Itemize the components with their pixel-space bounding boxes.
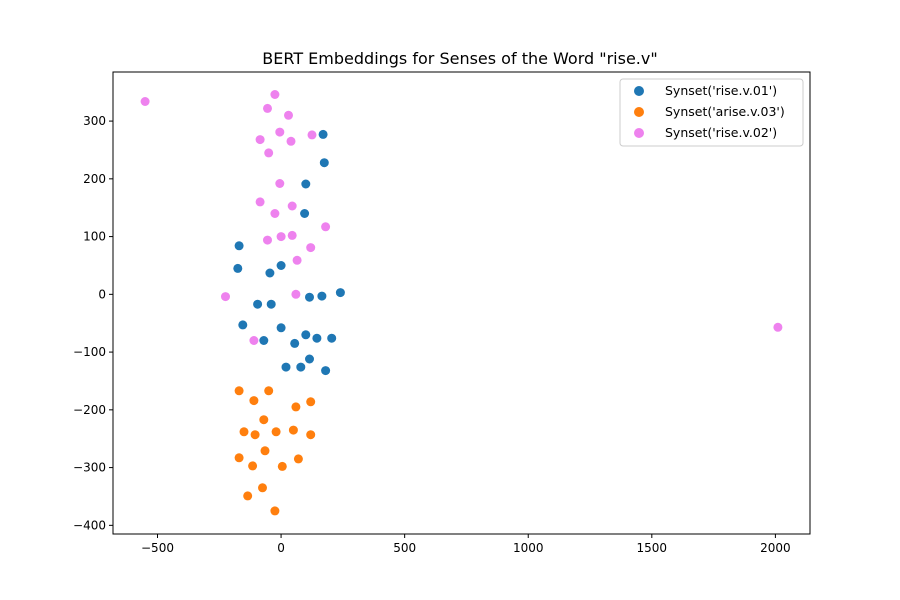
legend-entry: Synset('rise.v.01') bbox=[634, 83, 777, 98]
data-point-series-2 bbox=[275, 179, 285, 188]
data-point-series-2 bbox=[276, 232, 286, 242]
data-point-series-2 bbox=[286, 136, 296, 146]
legend-entry: Synset('rise.v.02') bbox=[634, 125, 777, 140]
data-point-series-0 bbox=[259, 336, 269, 345]
data-point-series-1 bbox=[260, 446, 270, 456]
data-point-series-1 bbox=[306, 397, 316, 407]
data-point-series-1 bbox=[248, 461, 258, 471]
data-point-series-0 bbox=[305, 292, 314, 302]
data-point-series-0 bbox=[290, 338, 300, 348]
y-tick-label: 0 bbox=[98, 287, 106, 301]
legend-entry: Synset('arise.v.03') bbox=[634, 104, 785, 119]
data-point-series-0 bbox=[234, 241, 244, 251]
data-point-series-2 bbox=[264, 148, 274, 158]
plot-area-frame bbox=[112, 71, 811, 535]
data-point-series-1 bbox=[234, 386, 244, 396]
data-point-series-0 bbox=[305, 354, 314, 364]
data-point-series-0 bbox=[281, 362, 291, 372]
data-point-series-0 bbox=[312, 333, 322, 343]
data-point-series-0 bbox=[266, 299, 276, 309]
data-point-series-2 bbox=[291, 289, 301, 299]
data-point-series-1 bbox=[239, 427, 249, 437]
data-point-series-0 bbox=[301, 330, 311, 340]
data-point-series-1 bbox=[306, 430, 316, 440]
legend-label-arise-v03: Synset('arise.v.03') bbox=[665, 104, 785, 119]
data-point-series-2 bbox=[321, 222, 331, 232]
data-point-series-2 bbox=[255, 197, 265, 207]
data-point-series-2 bbox=[140, 97, 150, 106]
y-tick-label: −100 bbox=[73, 345, 106, 359]
data-point-series-0 bbox=[327, 333, 337, 343]
data-point-series-0 bbox=[238, 320, 248, 330]
data-point-series-2 bbox=[773, 322, 783, 332]
data-point-series-0 bbox=[318, 129, 328, 139]
data-point-series-1 bbox=[288, 425, 298, 435]
y-tick-label: −400 bbox=[73, 518, 106, 532]
data-point-series-0 bbox=[265, 268, 275, 278]
legend-label-rise-v01: Synset('rise.v.01') bbox=[665, 83, 777, 98]
data-point-series-1 bbox=[293, 454, 303, 464]
legend-box bbox=[619, 78, 804, 147]
data-point-series-1 bbox=[234, 453, 244, 463]
data-point-series-0 bbox=[335, 288, 345, 298]
data-point-series-1 bbox=[270, 506, 280, 516]
x-tick-label: −500 bbox=[141, 541, 174, 555]
legend-marker-rise-v01 bbox=[634, 86, 644, 96]
data-point-series-2 bbox=[221, 292, 230, 302]
legend-marker-arise-v03 bbox=[634, 107, 644, 117]
data-point-series-1 bbox=[277, 461, 287, 471]
data-point-series-0 bbox=[276, 261, 286, 270]
data-point-series-0 bbox=[301, 179, 311, 189]
y-tick-label: 300 bbox=[83, 114, 106, 128]
y-axis: −400 −300 −200 −100 0 100 200 300 bbox=[73, 114, 113, 532]
chart-title: BERT Embeddings for Senses of the Word "… bbox=[262, 49, 657, 68]
data-point-series-2 bbox=[307, 130, 317, 140]
data-point-series-2 bbox=[292, 255, 302, 265]
data-point-series-2 bbox=[249, 336, 259, 345]
data-point-series-1 bbox=[259, 415, 269, 425]
x-tick-label: 1500 bbox=[637, 541, 668, 555]
legend: Synset('rise.v.01') Synset('arise.v.03')… bbox=[619, 78, 804, 147]
data-point-series-1 bbox=[258, 483, 267, 493]
data-point-series-1 bbox=[243, 491, 253, 501]
data-point-series-1 bbox=[250, 430, 260, 440]
data-point-series-0 bbox=[253, 299, 263, 309]
y-tick-label: −200 bbox=[73, 403, 106, 417]
data-point-series-2 bbox=[287, 230, 297, 240]
y-tick-label: 200 bbox=[83, 172, 106, 186]
data-point-series-1 bbox=[264, 386, 274, 396]
data-points bbox=[140, 90, 783, 516]
data-point-series-0 bbox=[317, 291, 327, 301]
data-point-series-2 bbox=[270, 90, 280, 99]
data-point-series-0 bbox=[276, 323, 286, 333]
x-tick-label: 500 bbox=[393, 541, 416, 555]
data-point-series-2 bbox=[306, 243, 316, 253]
y-tick-label: 100 bbox=[83, 230, 106, 244]
data-point-series-1 bbox=[291, 402, 301, 412]
data-point-series-0 bbox=[296, 362, 306, 372]
x-tick-label: 2000 bbox=[760, 541, 791, 555]
legend-marker-rise-v02 bbox=[634, 128, 644, 138]
x-tick-label: 1000 bbox=[513, 541, 544, 555]
x-tick-label: 0 bbox=[277, 541, 285, 555]
data-point-series-2 bbox=[275, 127, 285, 137]
data-point-series-1 bbox=[271, 427, 281, 437]
data-point-series-0 bbox=[300, 209, 310, 218]
data-point-series-2 bbox=[255, 135, 265, 145]
data-point-series-0 bbox=[321, 366, 331, 376]
data-point-series-2 bbox=[263, 235, 272, 245]
data-point-series-1 bbox=[249, 396, 259, 406]
x-axis: −500 0 500 1000 1500 2000 bbox=[141, 534, 791, 555]
y-tick-label: −300 bbox=[73, 461, 106, 475]
data-point-series-0 bbox=[319, 158, 329, 168]
data-point-series-2 bbox=[287, 201, 297, 211]
data-point-series-0 bbox=[233, 263, 243, 273]
data-point-series-2 bbox=[284, 110, 293, 120]
data-point-series-2 bbox=[263, 103, 272, 113]
data-point-series-2 bbox=[270, 209, 280, 218]
legend-label-rise-v02: Synset('rise.v.02') bbox=[665, 125, 777, 140]
